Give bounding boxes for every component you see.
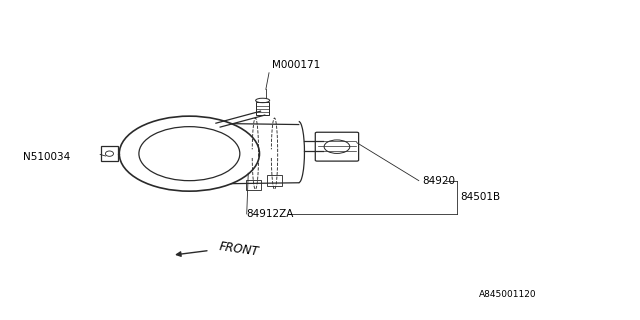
Bar (267, 175, 282, 186)
Bar (256, 102, 269, 115)
Text: N510034: N510034 (23, 152, 70, 162)
Bar (100, 146, 118, 161)
Text: 84912ZA: 84912ZA (246, 209, 294, 219)
Text: 84920: 84920 (422, 176, 455, 186)
Text: 84501B: 84501B (460, 192, 500, 202)
Bar (246, 180, 261, 190)
Text: A845001120: A845001120 (479, 290, 537, 299)
Text: FRONT: FRONT (218, 240, 259, 258)
Text: M000171: M000171 (272, 60, 321, 69)
